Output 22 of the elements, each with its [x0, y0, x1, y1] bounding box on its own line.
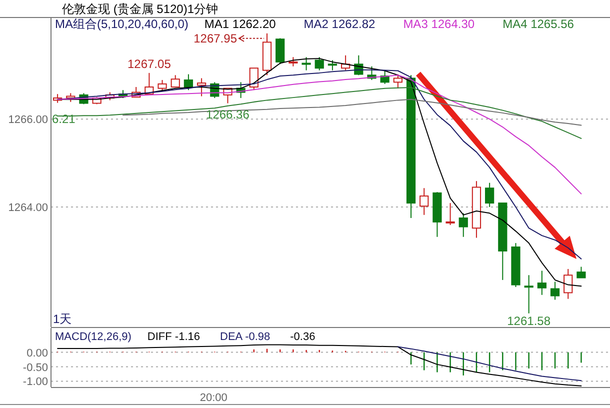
annotation: 1天: [53, 312, 72, 326]
annotation: 6.21: [52, 112, 76, 126]
text: MA3 1264.30: [403, 17, 475, 31]
y-tick-label: 1266.00: [8, 114, 48, 126]
y-tick-label: -1.00: [22, 376, 48, 388]
legend-title: MA组合(5,10,20,40,60,0): [55, 17, 188, 31]
annotation: 1267.05: [127, 56, 172, 71]
annotation: 1261.58: [507, 314, 551, 328]
legend-title: MACD(12,26,9): [55, 331, 132, 343]
annotation: 1267.95: [194, 31, 238, 46]
text: MA2 1262.82: [304, 17, 376, 31]
y-tick-label: -0.50: [22, 362, 48, 374]
text: DEA -0.98: [220, 331, 270, 343]
text: 20:00: [200, 392, 228, 404]
annotation: 1266.36: [206, 107, 250, 122]
text: MA1 1262.20: [204, 17, 276, 31]
chart-title: 伦敦金现 (贵金属 5120)1分钟: [62, 2, 218, 16]
annotation: -0.36: [290, 331, 316, 343]
y-tick-label: 1264.00: [8, 202, 48, 214]
text: MA4 1265.56: [502, 17, 574, 31]
y-tick-label: 0.00: [26, 347, 48, 360]
series-label: DIFF -1.16: [147, 331, 200, 343]
